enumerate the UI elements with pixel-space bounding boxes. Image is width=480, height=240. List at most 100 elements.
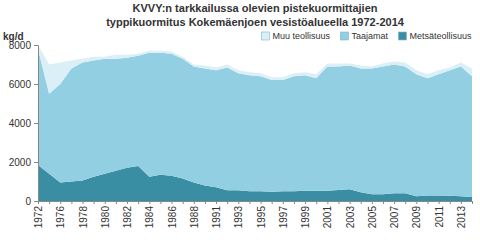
plot-area bbox=[38, 45, 472, 201]
x-tick-mark bbox=[138, 201, 139, 204]
x-tick: 1976 bbox=[55, 201, 66, 228]
x-tick-label: 1999 bbox=[300, 206, 311, 229]
legend-swatch bbox=[340, 32, 348, 40]
x-tick bbox=[383, 201, 384, 204]
x-tick-label: 1995 bbox=[256, 206, 267, 229]
x-tick bbox=[316, 201, 317, 204]
x-tick bbox=[205, 201, 206, 204]
x-tick-mark bbox=[249, 201, 250, 204]
legend-label: Muu teollisuus bbox=[272, 31, 330, 41]
legend-item: Muu teollisuus bbox=[261, 31, 330, 41]
x-tick bbox=[183, 201, 184, 204]
x-tick bbox=[272, 201, 273, 204]
x-tick-mark bbox=[427, 201, 428, 204]
x-tick-label: 2013 bbox=[456, 206, 467, 229]
x-tick-mark bbox=[461, 201, 462, 204]
x-tick: 1986 bbox=[167, 201, 178, 228]
x-tick bbox=[249, 201, 250, 204]
x-tick-mark bbox=[194, 201, 195, 204]
x-tick-label: 1993 bbox=[233, 206, 244, 229]
x-tick-mark bbox=[272, 201, 273, 204]
x-tick bbox=[338, 201, 339, 204]
x-tick-mark bbox=[372, 201, 373, 204]
x-tick-label: 1982 bbox=[122, 206, 133, 229]
chart: 0200040006000800019721976197819801982198… bbox=[0, 0, 480, 240]
x-tick: 1995 bbox=[256, 201, 267, 228]
x-tick bbox=[227, 201, 228, 204]
x-tick-mark bbox=[149, 201, 150, 204]
x-tick-mark bbox=[127, 201, 128, 204]
x-tick: 1980 bbox=[100, 201, 111, 228]
x-tick-label: 1972 bbox=[33, 206, 44, 229]
x-tick-mark bbox=[294, 201, 295, 204]
x-tick-mark bbox=[205, 201, 206, 204]
x-tick: 1993 bbox=[233, 201, 244, 228]
legend-item: Metsäteollisuus bbox=[398, 31, 472, 41]
x-tick: 2001 bbox=[322, 201, 333, 228]
x-tick-mark bbox=[472, 201, 473, 204]
x-tick-label: 1988 bbox=[189, 206, 200, 229]
x-tick bbox=[49, 201, 50, 204]
y-tick: 6000 bbox=[9, 79, 38, 90]
y-tick-label: 0 bbox=[25, 196, 31, 207]
x-tick bbox=[138, 201, 139, 204]
x-tick-label: 1997 bbox=[278, 206, 289, 229]
y-tick-mark bbox=[34, 45, 38, 46]
title-line: KVVY:n tarkkailussa olevien pistekuormit… bbox=[133, 2, 378, 14]
x-tick: 1978 bbox=[78, 201, 89, 228]
x-axis-line bbox=[39, 202, 473, 205]
x-tick: 2005 bbox=[367, 201, 378, 228]
legend-item: Taajamat bbox=[340, 31, 388, 41]
x-tick-mark bbox=[327, 201, 328, 204]
x-tick-mark bbox=[71, 201, 72, 204]
x-tick-label: 1980 bbox=[100, 206, 111, 229]
legend: Muu teollisuus Taajamat Metsäteollisuus bbox=[261, 31, 472, 41]
y-tick-mark bbox=[34, 84, 38, 85]
x-tick-mark bbox=[305, 201, 306, 204]
x-tick: 2013 bbox=[456, 201, 467, 228]
x-tick-label: 2011 bbox=[434, 206, 445, 228]
x-tick-mark bbox=[283, 201, 284, 204]
x-tick: 2007 bbox=[389, 201, 400, 228]
y-axis-line bbox=[34, 46, 39, 202]
title-line: typpikuormitus Kokemäenjoen vesistöaluee… bbox=[106, 16, 405, 28]
legend-label: Metsäteollisuus bbox=[409, 31, 472, 41]
x-tick bbox=[472, 201, 473, 204]
x-tick: 1991 bbox=[211, 201, 222, 228]
x-tick bbox=[294, 201, 295, 204]
y-tick-mark bbox=[34, 162, 38, 163]
y-tick-mark bbox=[34, 123, 38, 124]
y-tick-mark bbox=[34, 201, 38, 202]
x-tick: 2011 bbox=[434, 201, 445, 228]
x-tick-mark bbox=[160, 201, 161, 204]
y-axis: 02000400060008000 bbox=[9, 40, 39, 207]
x-tick: 1972 bbox=[33, 201, 44, 228]
legend-label: Taajamat bbox=[351, 31, 388, 41]
x-tick-mark bbox=[60, 201, 61, 204]
x-tick: 1988 bbox=[189, 201, 200, 228]
x-tick-label: 1976 bbox=[55, 206, 66, 229]
x-tick-label: 2009 bbox=[411, 206, 422, 229]
x-tick-label: 2001 bbox=[322, 206, 333, 229]
x-tick: 1982 bbox=[122, 201, 133, 228]
x-tick bbox=[160, 201, 161, 204]
x-tick-label: 2003 bbox=[345, 206, 356, 229]
x-tick-mark bbox=[361, 201, 362, 204]
x-tick-mark bbox=[172, 201, 173, 204]
x-tick-label: 2005 bbox=[367, 206, 378, 229]
x-tick-mark bbox=[183, 201, 184, 204]
x-tick: 1999 bbox=[300, 201, 311, 228]
area-series bbox=[38, 49, 472, 197]
legend-swatch bbox=[398, 32, 406, 40]
y-tick-label: 6000 bbox=[9, 79, 32, 90]
x-tick-mark bbox=[416, 201, 417, 204]
x-tick: 1984 bbox=[144, 201, 155, 228]
y-tick-label: 2000 bbox=[9, 157, 32, 168]
y-tick-label: 4000 bbox=[9, 118, 32, 129]
x-tick-mark bbox=[350, 201, 351, 204]
title: KVVY:n tarkkailussa olevien pistekuormit… bbox=[106, 2, 405, 28]
x-tick-mark bbox=[238, 201, 239, 204]
x-tick-mark bbox=[383, 201, 384, 204]
x-tick-mark bbox=[94, 201, 95, 204]
x-tick-mark bbox=[450, 201, 451, 204]
